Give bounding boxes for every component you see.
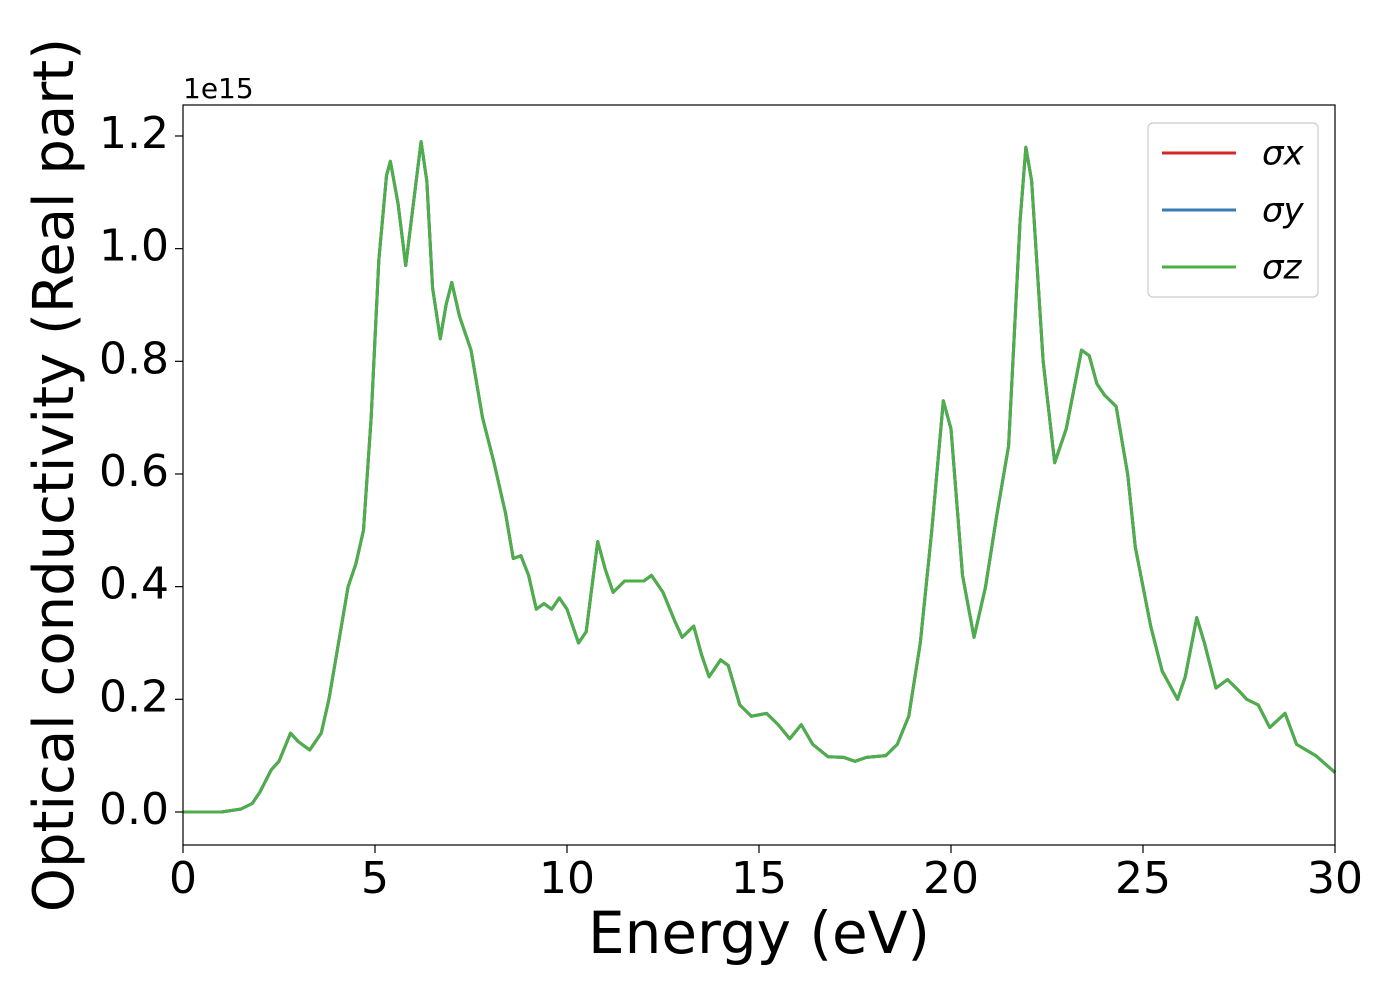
y-tick-label: 0.6 (99, 446, 169, 497)
legend-label: σy (1262, 191, 1305, 231)
y-tick-label: 0.8 (99, 333, 169, 384)
x-tick-label: 25 (1115, 853, 1171, 904)
x-tick-label: 10 (539, 853, 595, 904)
y-tick-label: 0.0 (99, 784, 169, 835)
series-line (183, 140, 1336, 814)
y-axis-label: Optical conductivity (Real part) (22, 38, 87, 912)
x-tick-label: 15 (731, 853, 787, 904)
legend-label: σx (1262, 134, 1305, 174)
y-tick-label: 1.2 (99, 108, 169, 159)
y-tick-label: 0.4 (99, 559, 169, 610)
y-tick-label: 1.0 (99, 221, 169, 272)
x-tick-label: 20 (923, 853, 979, 904)
x-tick-label: 30 (1307, 853, 1363, 904)
plot-frame (182, 104, 1336, 846)
x-tick-label: 5 (361, 853, 389, 904)
x-tick-label: 0 (169, 853, 197, 904)
legend-label: σz (1262, 248, 1303, 288)
x-axis-label: Energy (eV) (588, 899, 930, 967)
y-offset-label: 1e15 (183, 72, 254, 105)
y-tick-label: 0.2 (99, 671, 169, 722)
